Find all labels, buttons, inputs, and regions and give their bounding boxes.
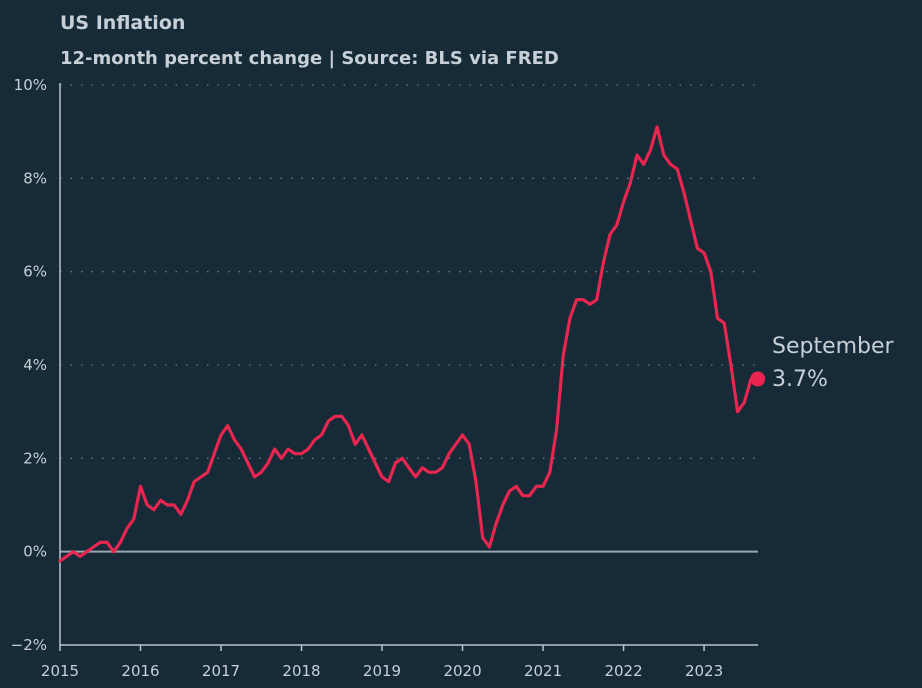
annotation-value: 3.7% — [772, 367, 828, 392]
annotation: September 3.7% — [750, 334, 895, 392]
x-tick-label: 2020 — [443, 662, 481, 680]
chart-subtitle: 12-month percent change | Source: BLS vi… — [60, 48, 559, 69]
y-tick-label: 4% — [23, 356, 47, 374]
y-tick-label: 2% — [23, 449, 47, 467]
y-tick-label: 0% — [23, 543, 47, 561]
x-tick-label: 2022 — [604, 662, 642, 680]
x-tick-label: 2023 — [685, 662, 723, 680]
x-tick-label: 2021 — [524, 662, 562, 680]
y-axis-ticks: 10% 8% 6% 4% 2% 0% −2% — [11, 76, 47, 654]
x-tick-label: 2019 — [363, 662, 401, 680]
inflation-series-line — [58, 125, 760, 563]
axes — [59, 83, 758, 646]
series-layer — [58, 125, 760, 563]
x-tick-label: 2016 — [121, 662, 159, 680]
x-tick-label: 2015 — [41, 662, 79, 680]
y-tick-label: 6% — [23, 263, 47, 281]
x-tick-label: 2017 — [202, 662, 240, 680]
y-tick-label: −2% — [11, 636, 47, 654]
x-axis-ticks: 2015 2016 2017 2018 2019 2020 2021 2022 2023 — [41, 645, 723, 680]
y-tick-label: 10% — [14, 76, 47, 94]
y-tick-label: 8% — [23, 169, 47, 187]
chart-title: US Inflation — [60, 12, 185, 34]
gridlines — [60, 84, 758, 553]
latest-value-point — [750, 371, 766, 387]
x-tick-label: 2018 — [282, 662, 320, 680]
annotation-month: September — [772, 334, 895, 359]
